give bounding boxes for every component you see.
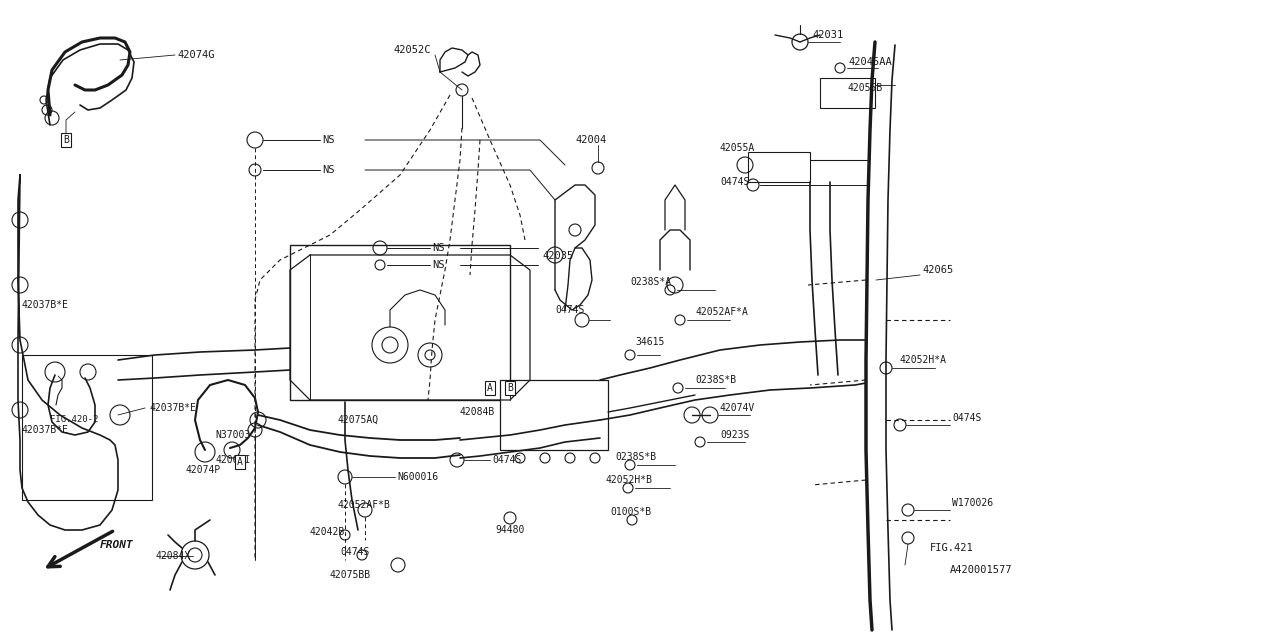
Text: 0238S*A: 0238S*A bbox=[630, 277, 671, 287]
Bar bbox=[748, 152, 810, 182]
Text: 42037B*E: 42037B*E bbox=[150, 403, 197, 413]
Text: 42074P: 42074P bbox=[186, 465, 220, 475]
Text: A: A bbox=[237, 457, 243, 467]
Text: 94480: 94480 bbox=[495, 525, 525, 535]
Text: 42068I: 42068I bbox=[215, 455, 251, 465]
Text: 0474S: 0474S bbox=[719, 177, 749, 187]
Text: NS: NS bbox=[433, 243, 444, 253]
Text: FIG.421: FIG.421 bbox=[931, 543, 974, 553]
Text: FRONT: FRONT bbox=[100, 540, 133, 550]
Text: 42055B: 42055B bbox=[849, 83, 883, 93]
Text: 0474S: 0474S bbox=[952, 413, 982, 423]
Text: 42075BB: 42075BB bbox=[330, 570, 371, 580]
Bar bbox=[820, 78, 876, 108]
Text: 42075AQ: 42075AQ bbox=[338, 415, 379, 425]
Text: 42004: 42004 bbox=[575, 135, 607, 145]
Text: 42045AA: 42045AA bbox=[849, 57, 892, 67]
Text: W170026: W170026 bbox=[952, 498, 993, 508]
Text: NS: NS bbox=[323, 135, 334, 145]
Text: 34615: 34615 bbox=[635, 337, 664, 347]
Text: 42037B*E: 42037B*E bbox=[22, 300, 69, 310]
Text: N600016: N600016 bbox=[397, 472, 438, 482]
Text: 0474S: 0474S bbox=[556, 305, 585, 315]
Bar bbox=[291, 245, 509, 400]
Text: 42052AF*A: 42052AF*A bbox=[695, 307, 748, 317]
Text: 42052H*B: 42052H*B bbox=[605, 475, 652, 485]
Text: 42065: 42065 bbox=[922, 265, 954, 275]
Text: A: A bbox=[488, 383, 493, 393]
Text: 42055A: 42055A bbox=[719, 143, 755, 153]
Text: FIG.420-2: FIG.420-2 bbox=[50, 415, 99, 424]
Text: 42035: 42035 bbox=[541, 251, 573, 261]
Text: B: B bbox=[507, 383, 513, 393]
Text: 42042B: 42042B bbox=[310, 527, 346, 537]
Text: 42074V: 42074V bbox=[719, 403, 755, 413]
Text: 42084X: 42084X bbox=[155, 551, 191, 561]
Bar bbox=[500, 380, 608, 450]
Text: NS: NS bbox=[433, 260, 444, 270]
Text: 42052C: 42052C bbox=[393, 45, 430, 55]
Text: A420001577: A420001577 bbox=[950, 565, 1012, 575]
Text: 42031: 42031 bbox=[812, 30, 844, 40]
Text: 0474S: 0474S bbox=[340, 547, 370, 557]
Text: 42074G: 42074G bbox=[177, 50, 215, 60]
Text: 0474S: 0474S bbox=[492, 455, 521, 465]
Text: 0238S*B: 0238S*B bbox=[614, 452, 657, 462]
Text: 42084B: 42084B bbox=[460, 407, 495, 417]
Bar bbox=[22, 355, 152, 500]
Text: B: B bbox=[63, 135, 69, 145]
Text: 42052AF*B: 42052AF*B bbox=[338, 500, 390, 510]
Text: 0923S: 0923S bbox=[719, 430, 749, 440]
Text: 42052H*A: 42052H*A bbox=[900, 355, 947, 365]
Text: 0100S*B: 0100S*B bbox=[611, 507, 652, 517]
Text: 0238S*B: 0238S*B bbox=[695, 375, 736, 385]
Text: NS: NS bbox=[323, 165, 334, 175]
Text: 42037B*E: 42037B*E bbox=[22, 425, 69, 435]
Text: N37003: N37003 bbox=[215, 430, 251, 440]
